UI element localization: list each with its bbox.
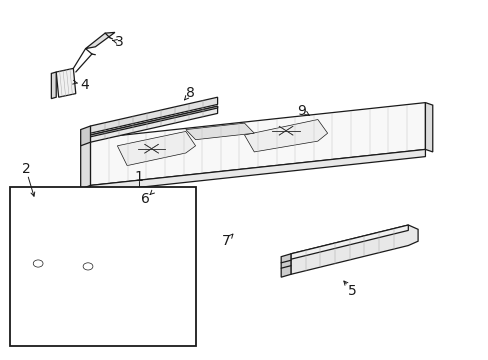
Polygon shape [185, 123, 254, 140]
Polygon shape [117, 131, 195, 166]
Polygon shape [90, 106, 217, 142]
Polygon shape [90, 103, 425, 185]
Polygon shape [90, 149, 425, 193]
Text: 7: 7 [222, 234, 230, 248]
Text: 6: 6 [141, 192, 150, 206]
Text: 8: 8 [186, 86, 195, 100]
Bar [10, 187, 195, 346]
Polygon shape [29, 284, 51, 291]
Text: 2: 2 [21, 162, 30, 176]
Text: 9: 9 [297, 104, 305, 117]
Text: 1: 1 [135, 170, 143, 184]
Polygon shape [32, 237, 38, 255]
Polygon shape [81, 139, 90, 189]
Polygon shape [76, 282, 171, 288]
Polygon shape [290, 225, 407, 259]
Polygon shape [425, 103, 432, 152]
Polygon shape [90, 97, 217, 133]
Polygon shape [56, 68, 76, 97]
Text: 5: 5 [347, 284, 356, 297]
Polygon shape [90, 106, 217, 137]
Text: 3: 3 [115, 35, 124, 49]
Text: 4: 4 [80, 78, 89, 91]
Polygon shape [76, 275, 171, 281]
Polygon shape [85, 32, 115, 49]
Polygon shape [81, 126, 90, 146]
Polygon shape [51, 72, 56, 99]
Polygon shape [281, 254, 290, 277]
Polygon shape [244, 120, 327, 152]
Polygon shape [290, 225, 417, 274]
